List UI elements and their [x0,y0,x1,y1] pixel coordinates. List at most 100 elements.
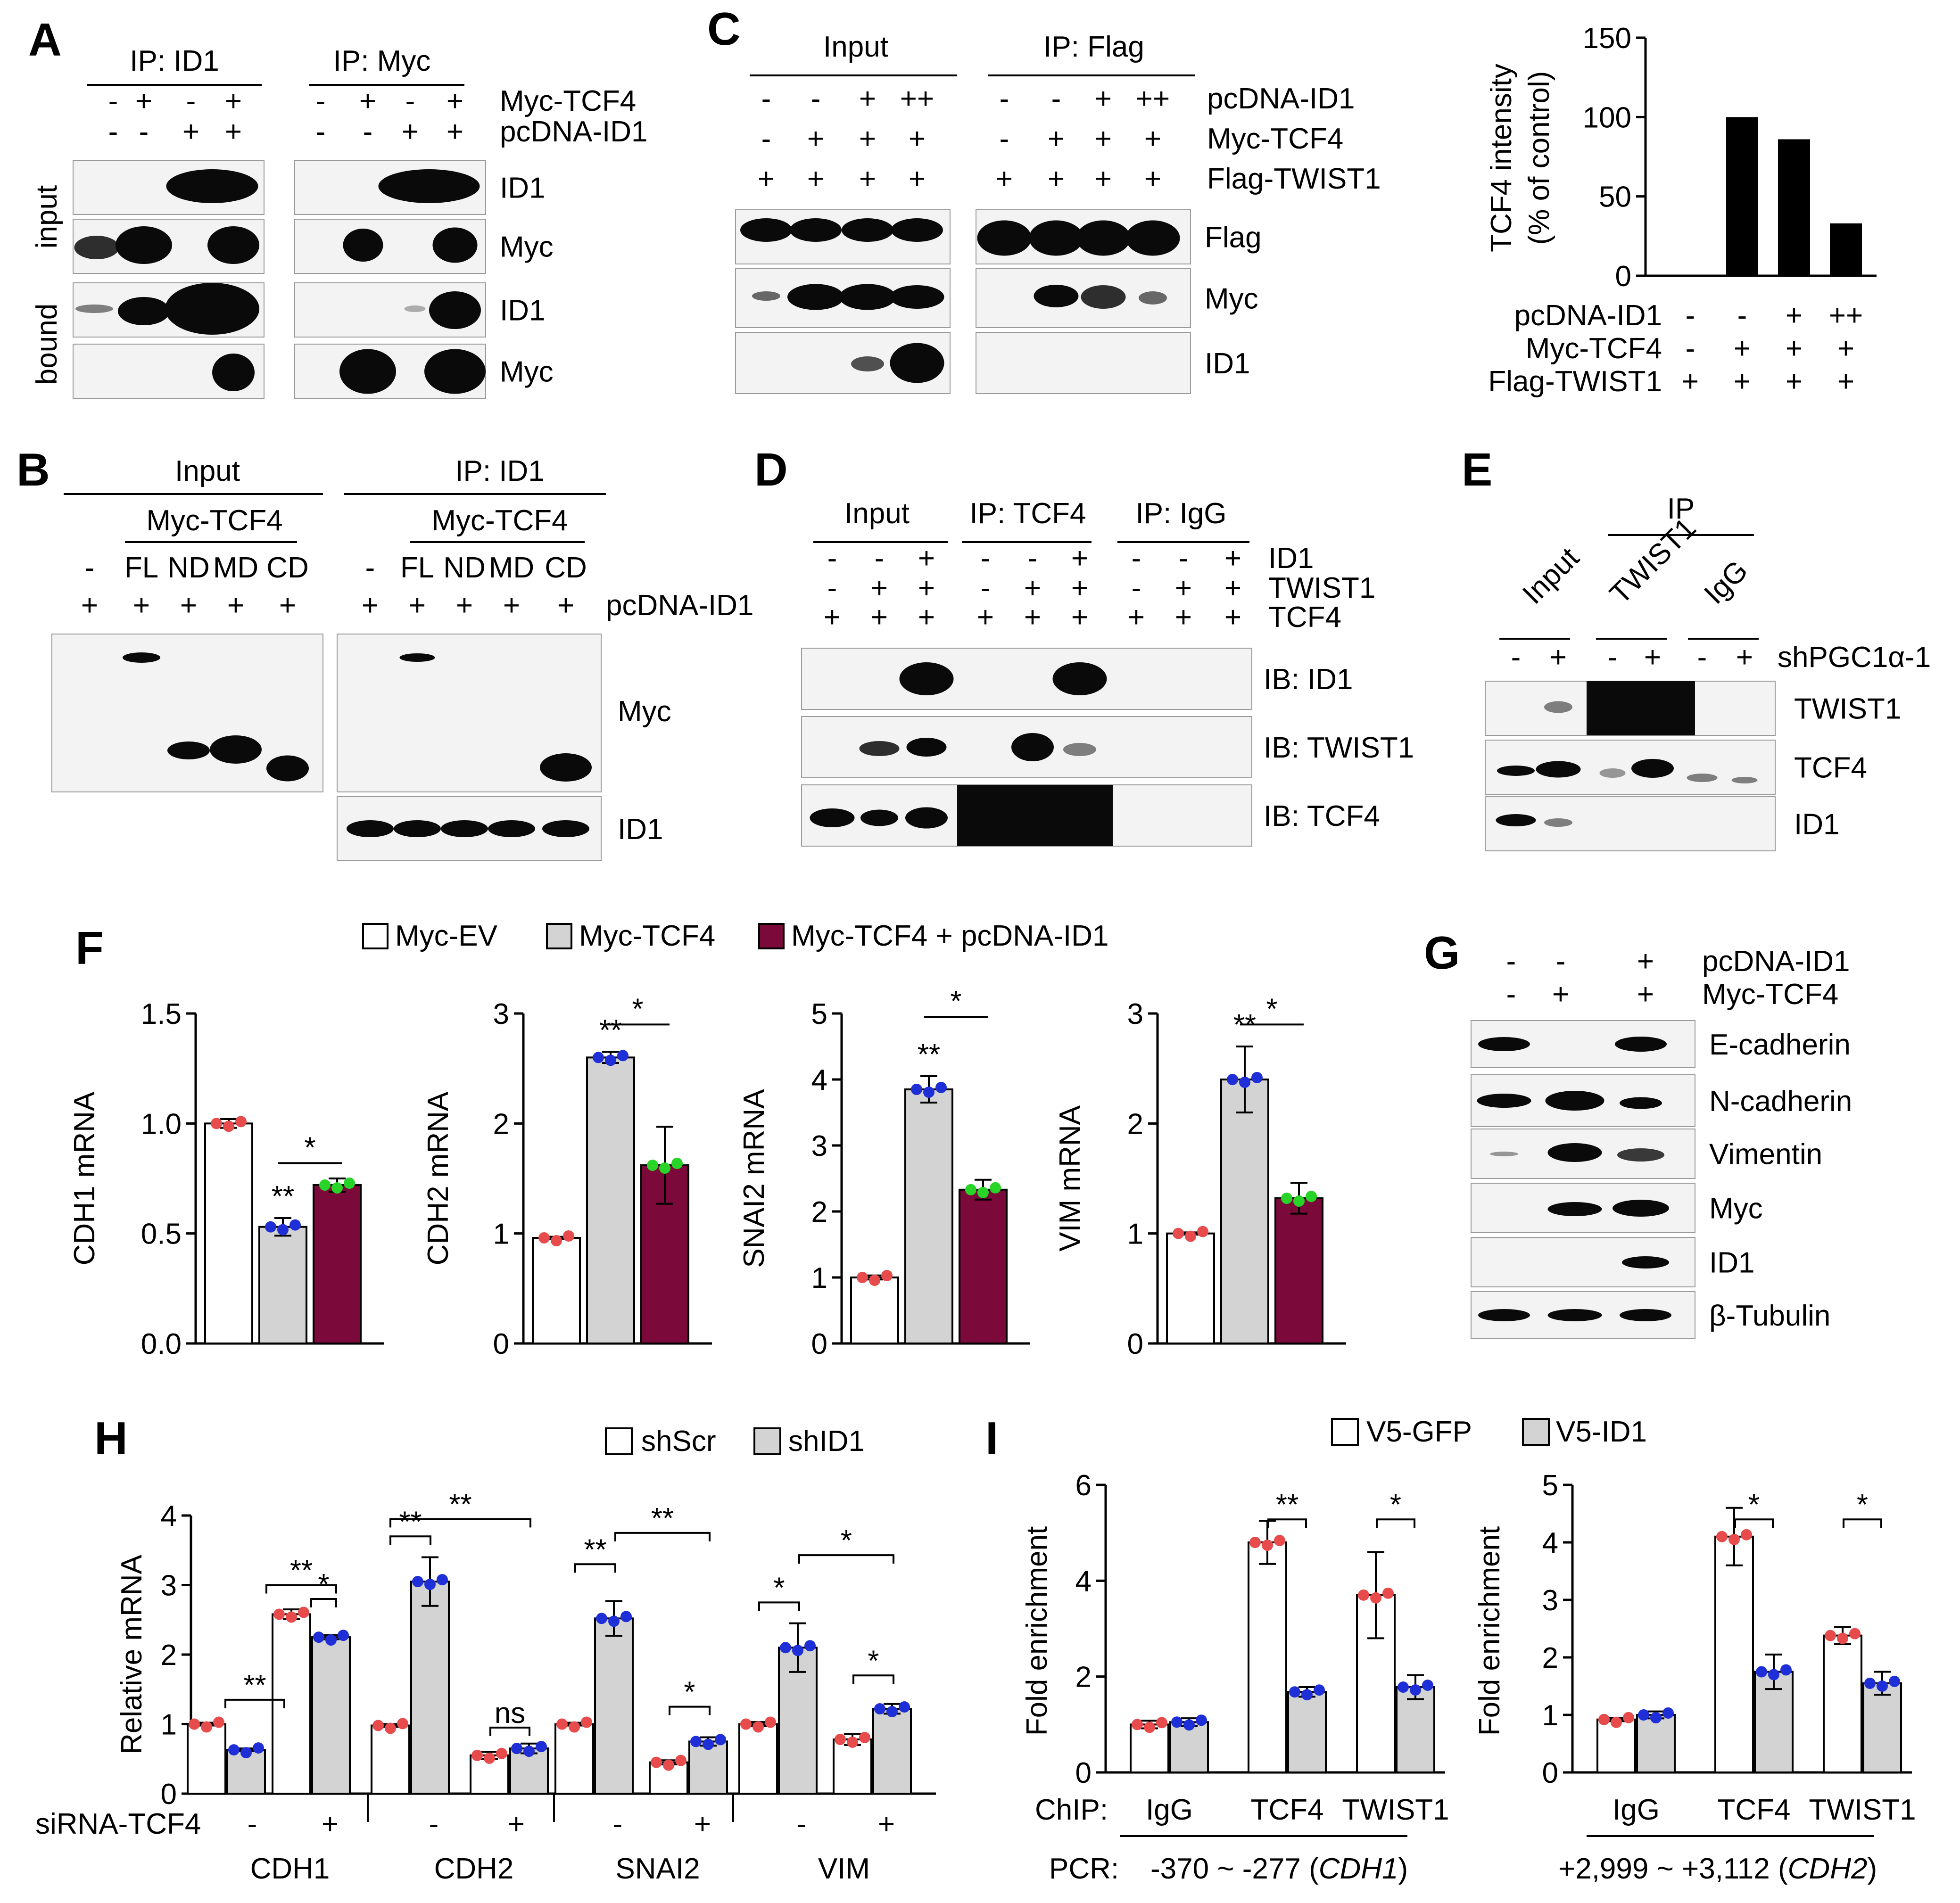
h-dot [484,1752,495,1764]
i-ytick-label: 2 [1542,1642,1558,1674]
h-bracket [614,1532,711,1541]
f-dot [344,1178,355,1189]
c-sign: + [909,163,926,195]
e-band [1497,766,1535,776]
f-ytick-label: 4 [811,1064,827,1096]
c-blot-label: ID1 [1205,347,1250,380]
f-legend-swatch [362,923,389,949]
d-sign: - [875,542,885,575]
a-sign: - [139,115,149,148]
c2-sign: + [1837,332,1854,365]
c2-ylabel: TCF4 intensity [1485,64,1518,252]
h-star: * [868,1645,879,1677]
i-dot [1171,1716,1183,1728]
g-band [1478,1037,1530,1051]
c-cond-label: Flag-TWIST1 [1207,163,1381,195]
i-ylabel: Fold enrichment [1021,1526,1053,1736]
d-blot-label: IB: TWIST1 [1264,732,1414,764]
d-band [1011,733,1054,761]
b-sign: + [81,589,98,622]
e-band [1731,777,1758,783]
h-dot [859,1731,870,1743]
c2-cond-label: pcDNA-ID1 [1514,299,1662,332]
d-sign: + [824,601,841,634]
h-sirna-sign: + [878,1808,895,1840]
a-blot-label: ID1 [500,295,545,327]
g-sign: - [1506,978,1516,1011]
h-ylabel: Relative mRNA [116,1554,148,1754]
a-band [378,169,480,203]
d-sign: + [1224,572,1241,604]
panel-f: F Myc-EV Myc-TCF4 Myc-TCF4 + pcDNA-ID1 0.0 0.… [68,920,1346,1360]
c-band [752,291,780,301]
h-sirna-sign: + [322,1808,339,1840]
b-ip-label: IP: ID1 [455,455,545,487]
g-band [1547,1202,1602,1216]
h-row-label: siRNA-TCF4 [35,1808,201,1840]
b-construct: ND [443,552,486,584]
h-ytick-label: 4 [161,1500,177,1532]
i-ytick-label: 0 [1075,1757,1092,1789]
c-ip-label: IP: Flag [1043,31,1144,63]
a-sign: + [359,85,376,117]
g-sign: - [1556,945,1566,978]
h-dot [511,1743,522,1755]
f-bar [1220,1079,1269,1344]
c-band [1029,220,1083,256]
i-group-label: IgG [1613,1794,1660,1826]
h-dot [298,1606,309,1618]
c-band [1139,291,1167,305]
a-sign: - [108,115,118,148]
h-bar-shid1 [410,1581,450,1795]
b-band [167,741,210,759]
h-dot [385,1722,396,1734]
i-ytick-label: 5 [1542,1469,1558,1502]
f-dot [911,1084,922,1095]
f-dot [277,1224,289,1236]
f-dot [671,1158,683,1169]
e-sign: - [1608,641,1618,674]
e-band [1544,818,1572,827]
a-band [116,226,172,264]
h-dot [804,1640,816,1652]
b-sign: + [409,589,426,622]
a-row-label-bound: bound [31,304,63,385]
i-dot [1598,1714,1610,1725]
i-dot [1358,1589,1369,1601]
f-dot [659,1162,670,1174]
h-bar-shscr [738,1723,778,1795]
c-sign: ++ [1136,82,1170,115]
h-dot [874,1703,885,1715]
b-construct: - [85,552,95,584]
i-dot [1638,1709,1649,1721]
d-sign: - [1132,572,1141,604]
f-legend-label: Myc-TCF4 + pcDNA-ID1 [791,920,1108,952]
a-sign: + [225,85,242,117]
f-dot [551,1235,562,1246]
h-dot [596,1613,607,1624]
h-ytick-label: 0 [161,1778,177,1811]
f-ytick-label: 1 [1127,1218,1143,1251]
i-bar-gfp [1714,1535,1754,1774]
f-star: * [1266,993,1277,1025]
d-sign: - [981,542,991,575]
h-star: ** [449,1488,471,1521]
c2-sign: - [1686,299,1695,332]
h-bar-shscr [272,1613,311,1795]
f-bar [204,1122,253,1344]
b-pcdna-label: pcDNA-ID1 [606,589,754,622]
b-band [210,735,262,764]
i-dot [1716,1531,1728,1542]
a-sign: - [316,115,326,148]
d-sign: + [1071,601,1088,634]
g-sign: - [1506,945,1516,978]
g-band [1478,1309,1530,1321]
i-dot [1382,1587,1394,1599]
f-dot [617,1050,629,1062]
e-blot-label: ID1 [1794,808,1839,841]
h-bracket [574,1563,616,1573]
panel-label-e: E [1462,444,1492,495]
f-legend-swatch [758,923,785,949]
h-sirna-sign: + [508,1808,525,1840]
